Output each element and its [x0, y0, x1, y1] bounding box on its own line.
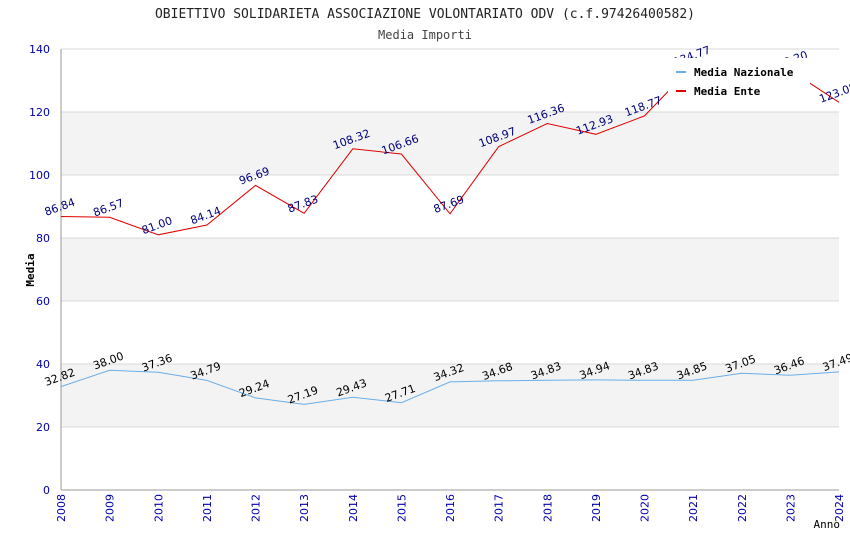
- x-tick-label: 2017: [493, 494, 506, 522]
- grid-band: [61, 112, 839, 175]
- y-tick-label: 120: [29, 106, 50, 119]
- x-axis-title: Anno: [814, 518, 841, 531]
- legend-label: Media Nazionale: [694, 66, 794, 79]
- x-tick-label: 2011: [201, 494, 214, 522]
- data-label: 86.57: [91, 197, 125, 220]
- legend-label: Media Ente: [694, 85, 761, 98]
- y-axis-title: Media: [24, 253, 37, 286]
- x-tick-label: 2020: [639, 494, 652, 522]
- x-tick-label: 2010: [152, 494, 165, 522]
- y-tick-label: 60: [36, 295, 50, 308]
- x-tick-label: 2021: [687, 494, 700, 522]
- x-axis-ticks: 2008 2009 2010 2011 2012 2013 2014 2015 2016 2017…: [55, 494, 846, 522]
- y-tick-label: 80: [36, 232, 50, 245]
- series-line-1: [60, 65, 694, 236]
- x-tick-label: 2019: [590, 494, 603, 522]
- y-tick-label: 0: [43, 484, 50, 497]
- x-tick-label: 2009: [104, 494, 117, 522]
- data-label: 123.08: [817, 80, 850, 105]
- chart-subtitle: Media Importi: [378, 28, 472, 42]
- data-label: 84.14: [189, 204, 223, 227]
- grid-band: [61, 238, 839, 301]
- x-tick-label: 2013: [298, 494, 311, 522]
- x-tick-label: 2016: [444, 494, 457, 522]
- x-tick-label: 2018: [541, 494, 554, 522]
- y-tick-label: 140: [29, 43, 50, 56]
- x-tick-label: 2022: [736, 494, 749, 522]
- legend: Media Nazionale Media Ente: [676, 66, 794, 98]
- series-line-0: [60, 369, 840, 405]
- chart-title: OBIETTIVO SOLIDARIETA ASSOCIAZIONE VOLON…: [155, 7, 695, 22]
- x-tick-label: 2008: [55, 494, 68, 522]
- x-tick-label: 2024: [833, 494, 846, 522]
- x-tick-label: 2014: [347, 494, 360, 522]
- y-tick-label: 20: [36, 421, 50, 434]
- x-tick-label: 2015: [395, 494, 408, 522]
- grid-bands: [61, 112, 839, 427]
- x-tick-label: 2012: [250, 494, 263, 522]
- legend-background: [668, 58, 810, 100]
- data-label: 86.84: [43, 196, 77, 219]
- y-tick-label: 40: [36, 358, 50, 371]
- y-axis-ticks: 0 20 40 60 80 100 120 140: [29, 43, 50, 497]
- x-tick-label: 2023: [784, 494, 797, 522]
- data-label: 81.00: [140, 214, 174, 237]
- grid-band: [61, 364, 839, 427]
- y-tick-label: 100: [29, 169, 50, 182]
